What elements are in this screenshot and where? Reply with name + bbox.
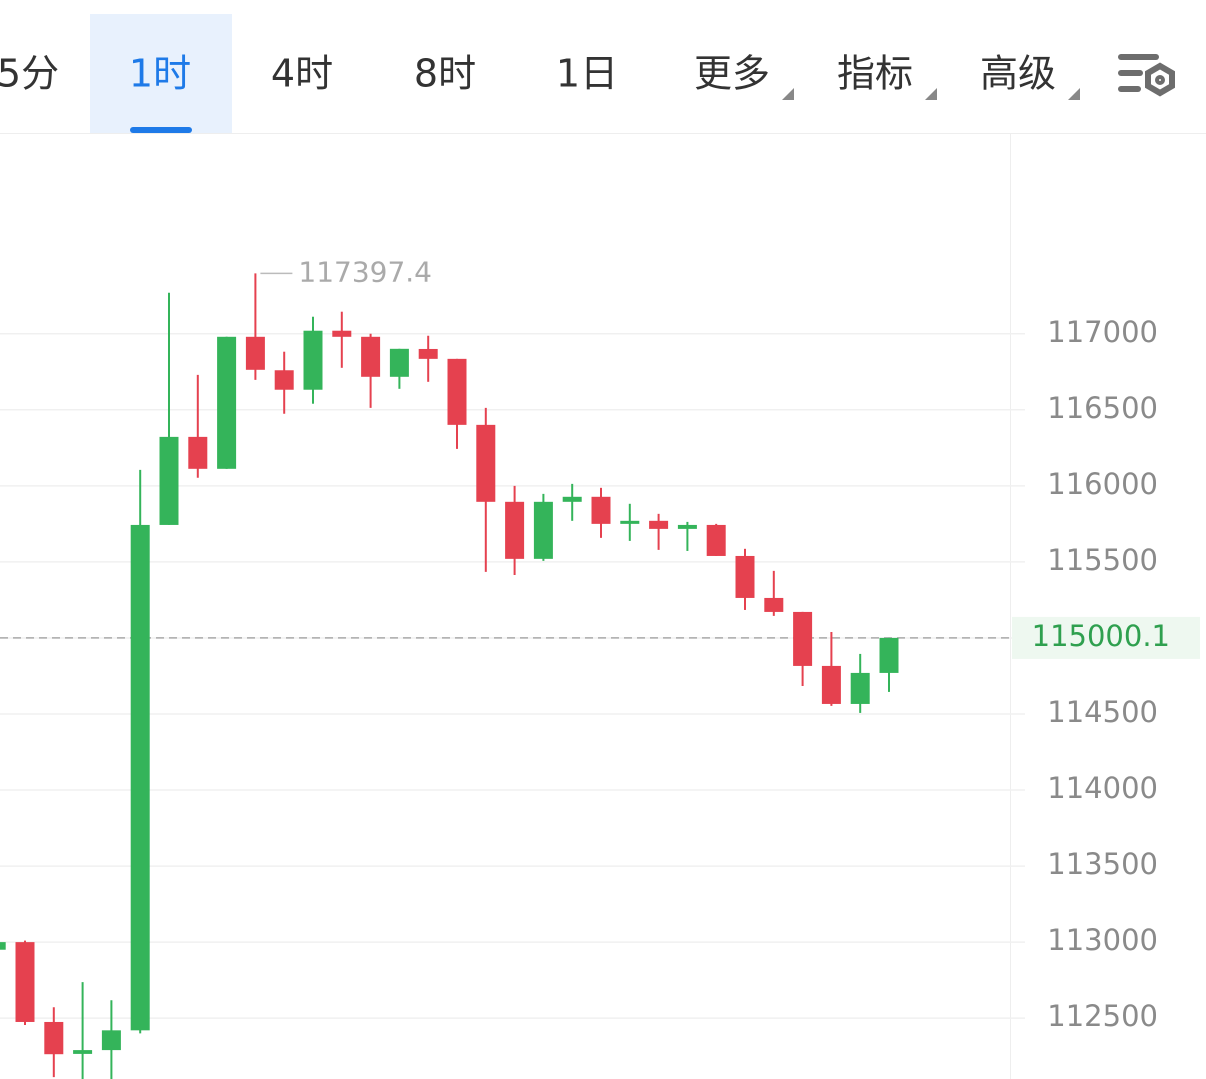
candle-body xyxy=(735,555,755,598)
candle-body xyxy=(562,496,582,502)
candle-body xyxy=(0,942,6,950)
candle-body xyxy=(44,1021,64,1055)
candle-body xyxy=(505,501,525,559)
y-tick-label: 114000 xyxy=(1047,771,1158,805)
candle-body xyxy=(418,348,438,359)
candle-body xyxy=(476,424,496,502)
candle-body xyxy=(361,336,381,377)
max-high-label: 117397.4 xyxy=(298,255,432,288)
y-tick-label: 113000 xyxy=(1047,923,1158,957)
candle-body xyxy=(677,524,697,529)
candle-body xyxy=(649,520,669,529)
active-tab-bg xyxy=(90,14,232,133)
tab[interactable]: 指标 xyxy=(837,52,913,96)
tab[interactable]: 1时 xyxy=(129,52,191,96)
y-tick-label: 116000 xyxy=(1047,467,1158,501)
tab[interactable]: 高级 xyxy=(980,52,1056,96)
candle-body xyxy=(764,597,784,612)
y-tick-label: 115500 xyxy=(1047,543,1158,577)
tab[interactable]: 5分 xyxy=(0,52,59,96)
candle-body xyxy=(217,336,237,469)
candle-body xyxy=(101,1030,121,1051)
candle-body xyxy=(533,501,553,559)
candle-body xyxy=(447,358,467,425)
candle-body xyxy=(159,436,179,525)
candle-body xyxy=(821,665,841,704)
settings-icon[interactable] xyxy=(1118,54,1175,97)
candle-body xyxy=(73,1050,93,1054)
candle-body xyxy=(245,336,265,370)
candle-body xyxy=(389,348,409,377)
candle-body xyxy=(188,436,208,469)
dropdown-triangles xyxy=(782,88,1080,100)
candle-body xyxy=(591,496,611,524)
y-tick-label: 112500 xyxy=(1047,999,1158,1033)
candle-body xyxy=(274,370,294,390)
candle-body xyxy=(15,942,35,1022)
active-tab-indicator xyxy=(130,127,192,133)
y-tick-label: 114500 xyxy=(1047,695,1158,729)
y-tick-label: 113500 xyxy=(1047,847,1158,881)
candle-body xyxy=(332,330,352,337)
candle-body xyxy=(130,524,150,1031)
candle-body xyxy=(850,672,870,704)
candle-body xyxy=(620,520,640,524)
y-tick-label: 117000 xyxy=(1047,315,1158,349)
tab[interactable]: 1日 xyxy=(556,52,618,96)
y-tick-label: 116500 xyxy=(1047,391,1158,425)
candle-body xyxy=(303,330,323,390)
candle-body xyxy=(706,524,726,556)
candle-body xyxy=(793,611,813,666)
last-price-box xyxy=(1012,616,1200,659)
tab[interactable]: 更多 xyxy=(694,52,770,96)
tab[interactable]: 4时 xyxy=(271,52,333,96)
candle-body xyxy=(879,637,899,673)
tab[interactable]: 8时 xyxy=(414,52,476,96)
last-price-label: 115000.1 xyxy=(1032,619,1170,653)
